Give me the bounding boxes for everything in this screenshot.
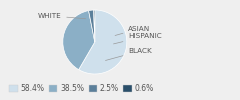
Text: WHITE: WHITE: [37, 13, 86, 19]
Wedge shape: [79, 10, 127, 74]
Wedge shape: [89, 10, 95, 42]
Wedge shape: [94, 10, 95, 42]
Text: HISPANIC: HISPANIC: [114, 33, 162, 44]
Text: BLACK: BLACK: [105, 48, 152, 60]
Wedge shape: [63, 11, 95, 70]
Legend: 58.4%, 38.5%, 2.5%, 0.6%: 58.4%, 38.5%, 2.5%, 0.6%: [6, 81, 157, 96]
Text: ASIAN: ASIAN: [115, 26, 151, 36]
